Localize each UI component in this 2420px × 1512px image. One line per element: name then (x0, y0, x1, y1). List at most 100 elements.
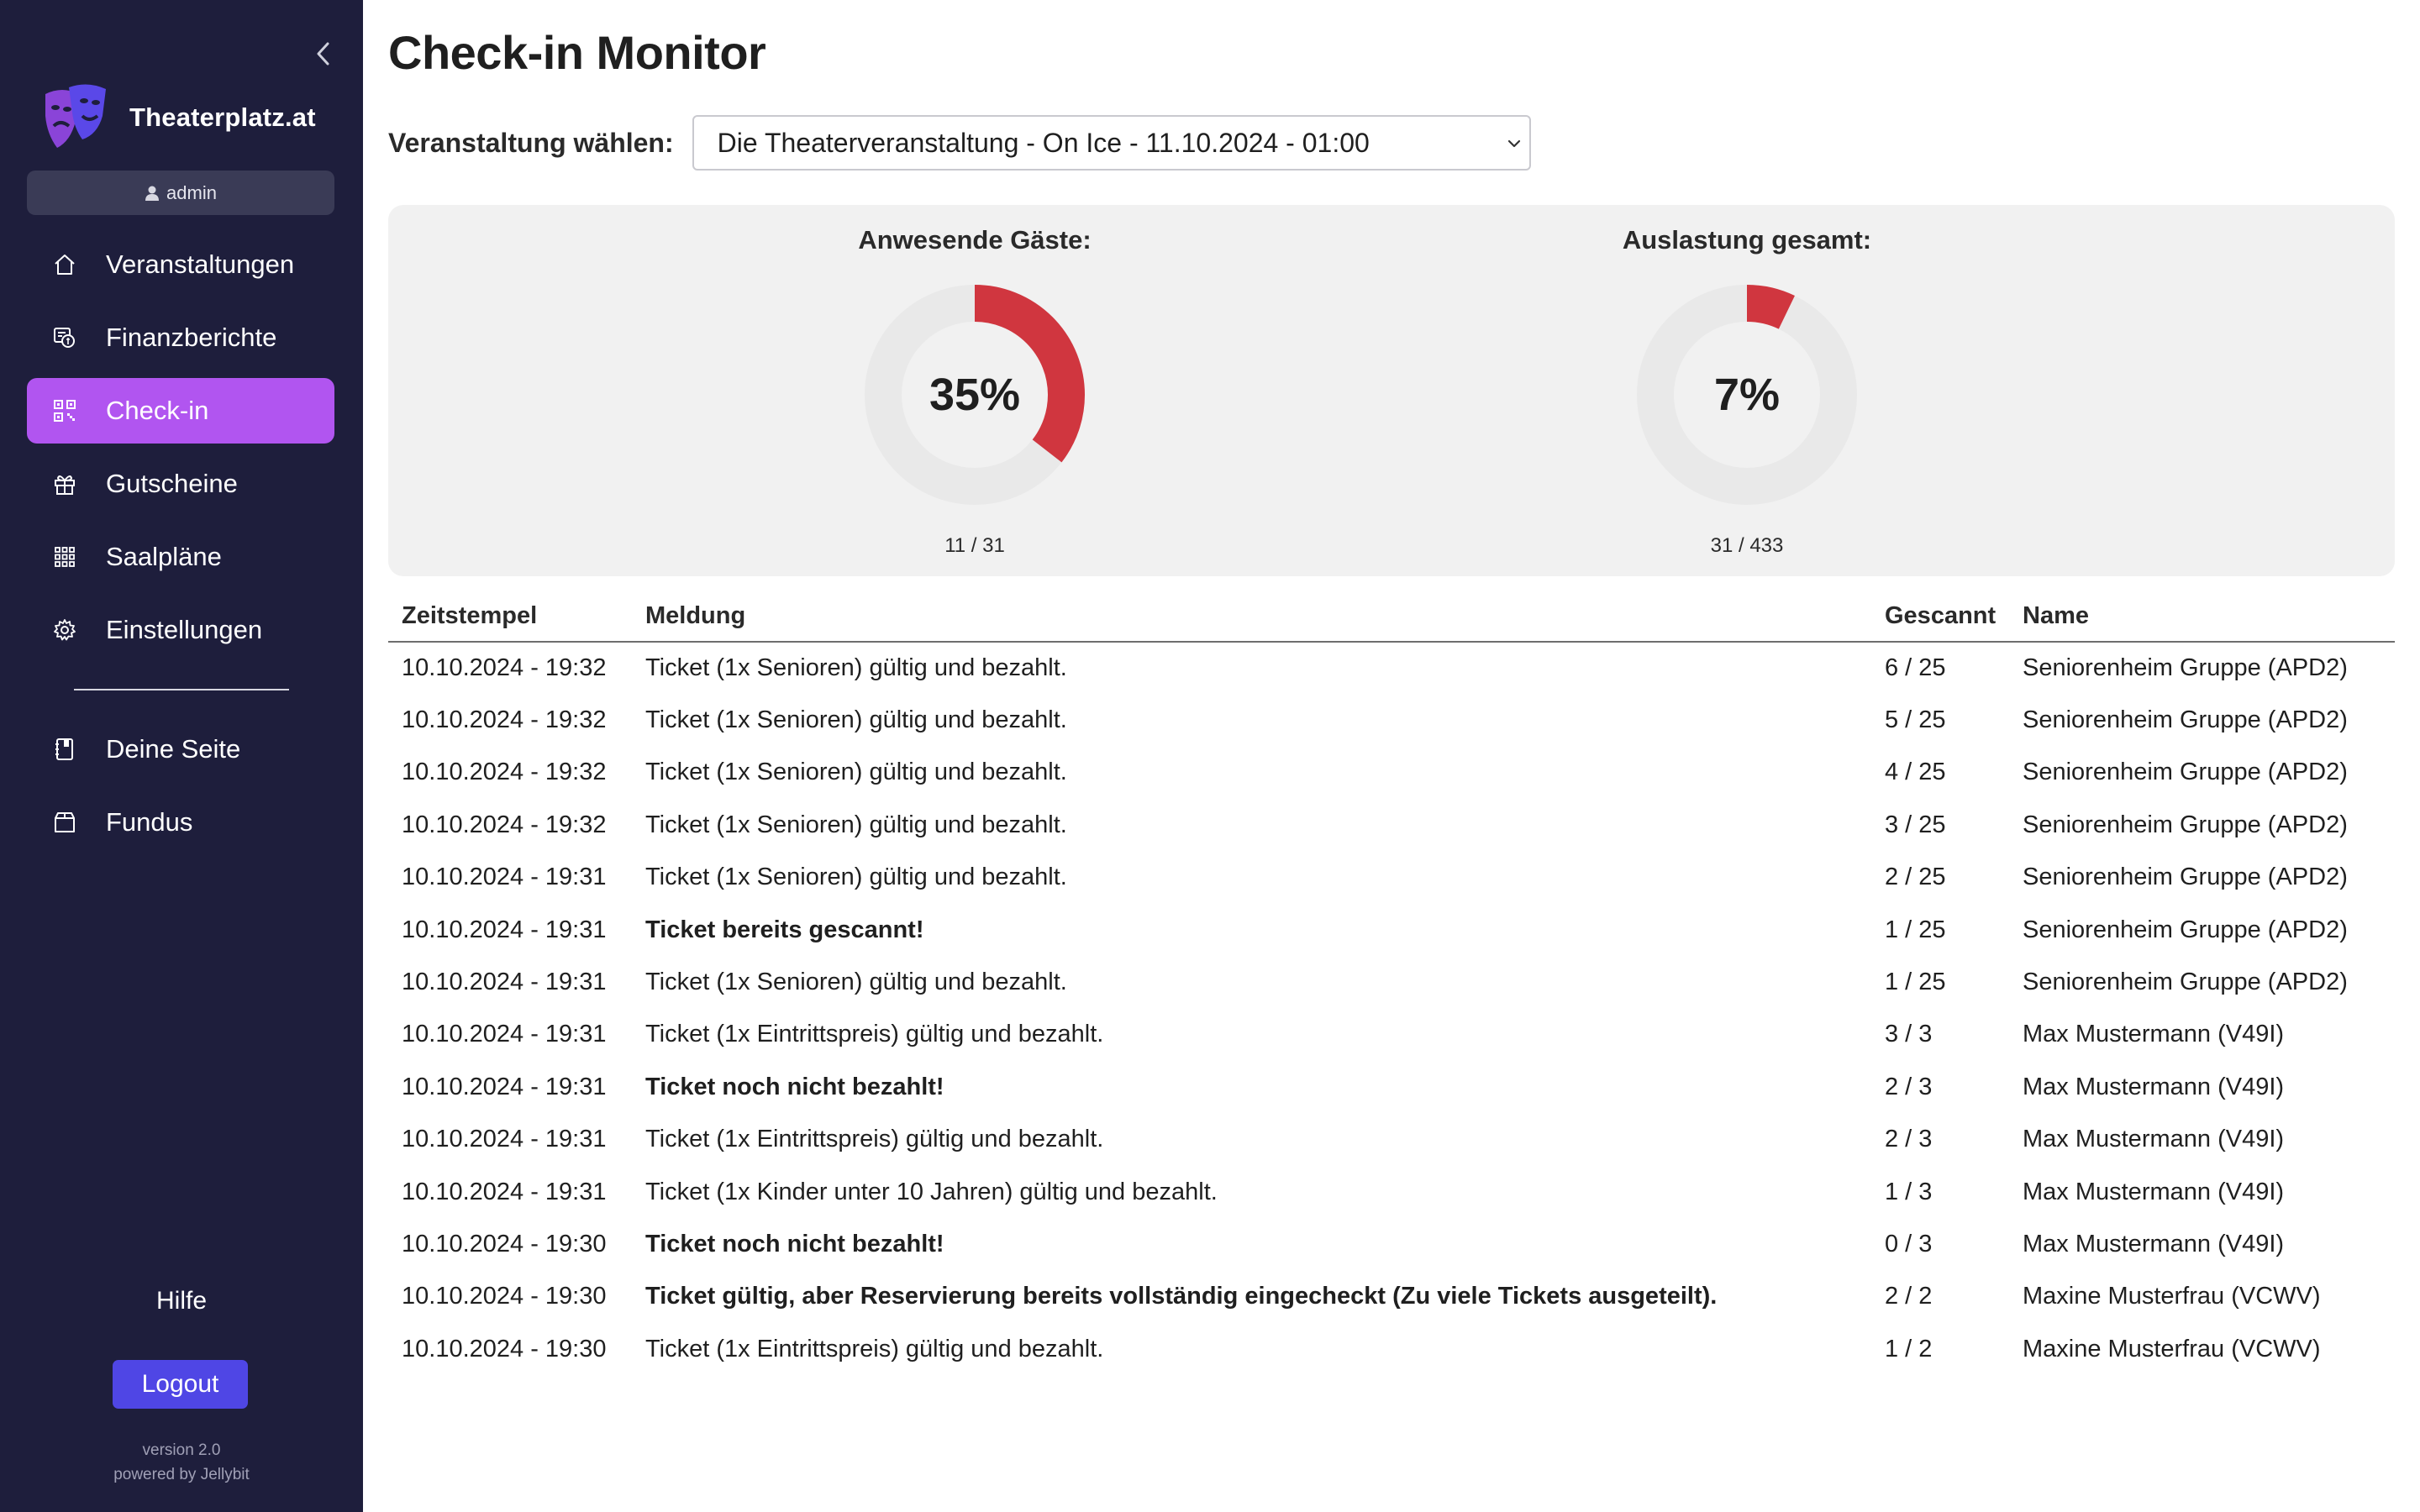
sidebar-item-fundus[interactable]: Fundus (27, 790, 334, 855)
name-cell: Seniorenheim Gruppe (APD2) (2023, 706, 2348, 734)
message-cell: Ticket noch nicht bezahlt! (645, 1230, 944, 1257)
time-cell: 10.10.2024 - 19:31 (402, 1126, 607, 1153)
time-cell: 10.10.2024 - 19:32 (402, 759, 607, 786)
sidebar-item-veranstaltungen[interactable]: Veranstaltungen (27, 232, 334, 297)
table-row: 10.10.2024 - 19:32 Ticket (1x Senioren) g… (388, 642, 2395, 694)
time-cell: 10.10.2024 - 19:30 (402, 1283, 607, 1310)
table-row: 10.10.2024 - 19:32 Ticket (1x Senioren) g… (388, 747, 2395, 799)
stat-title: Auslastung gesamt: (1622, 225, 1872, 255)
table-row: 10.10.2024 - 19:32 Ticket (1x Senioren) g… (388, 694, 2395, 746)
time-cell: 10.10.2024 - 19:31 (402, 1073, 607, 1100)
time-cell: 10.10.2024 - 19:31 (402, 1178, 607, 1205)
finance-report-icon (50, 323, 79, 352)
name-cell: Max Mustermann (V49I) (2023, 1230, 2285, 1257)
stat-title: Anwesende Gäste: (858, 225, 1092, 255)
scanned-cell: 5 / 25 (1885, 706, 1946, 734)
name-cell: Seniorenheim Gruppe (APD2) (2023, 759, 2348, 786)
scanned-cell: 1 / 3 (1885, 1178, 1933, 1205)
message-cell: Ticket (1x Senioren) gültig und bezahlt. (645, 811, 1067, 838)
main-content: Check-in Monitor Veranstaltung wählen: D… (363, 0, 2420, 1512)
event-select[interactable]: Die Theaterveranstaltung - On Ice - 11.1… (692, 115, 1531, 171)
sidebar-item-gutscheine[interactable]: Gutscheine (27, 451, 334, 517)
sidebar-item-saalplaene[interactable]: Saalpläne (27, 524, 334, 590)
sidebar-item-label: Veranstaltungen (106, 249, 295, 279)
name-cell: Seniorenheim Gruppe (APD2) (2023, 916, 2348, 943)
scanned-cell: 1 / 2 (1885, 1335, 1933, 1362)
page-title: Check-in Monitor (388, 26, 766, 79)
name-cell: Seniorenheim Gruppe (APD2) (2023, 654, 2348, 682)
version-label: version 2.0 (142, 1441, 221, 1459)
brand[interactable]: Theaterplatz.at (44, 81, 316, 155)
event-select-label: Veranstaltung wählen: (388, 127, 674, 158)
sidebar-item-label: Deine Seite (106, 734, 241, 764)
gift-icon (50, 470, 79, 498)
user-badge[interactable]: admin (27, 171, 334, 215)
sidebar-item-check-in[interactable]: Check-in (27, 378, 334, 444)
table-row: 10.10.2024 - 19:31 Ticket (1x Senioren) g… (388, 852, 2395, 904)
help-link[interactable]: Hilfe (155, 1287, 207, 1315)
name-cell: Seniorenheim Gruppe (APD2) (2023, 969, 2348, 996)
scanned-cell: 6 / 25 (1885, 654, 1946, 682)
sidebar: Theaterplatz.at admin Veranstaltungen Fi… (0, 0, 363, 1512)
table-row: 10.10.2024 - 19:30 Ticket gültig, aber Re… (388, 1271, 2395, 1323)
scanned-cell: 3 / 25 (1885, 811, 1946, 838)
time-cell: 10.10.2024 - 19:30 (402, 1335, 607, 1362)
nav-divider (74, 689, 289, 690)
home-icon (50, 250, 79, 279)
table-row: 10.10.2024 - 19:31 Ticket (1x Kinder unte… (388, 1166, 2395, 1218)
event-select-value: Die Theaterveranstaltung - On Ice - 11.1… (717, 127, 1370, 158)
name-cell: Max Mustermann (V49I) (2023, 1178, 2285, 1205)
stats-panel: Anwesende Gäste: 35% 11 / 31 Auslastung … (388, 205, 2395, 576)
message-cell: Ticket (1x Eintrittspreis) gültig und be… (645, 1335, 1104, 1362)
time-cell: 10.10.2024 - 19:31 (402, 916, 607, 943)
username: admin (166, 181, 217, 203)
logout-button[interactable]: Logout (113, 1360, 248, 1409)
table-body: 10.10.2024 - 19:32 Ticket (1x Senioren) g… (388, 642, 2395, 1375)
donut-fill (1637, 285, 1857, 505)
powered-by-label: powered by Jellybit (113, 1466, 250, 1483)
archive-box-icon (50, 808, 79, 837)
collapse-sidebar-button[interactable] (308, 37, 338, 71)
present-guests-stat: Anwesende Gäste: 35% 11 / 31 (723, 205, 1227, 558)
utilization-donut: 7% (1636, 284, 1858, 506)
column-header-scanned: Gescannt (1871, 591, 2009, 643)
message-cell: Ticket (1x Senioren) gültig und bezahlt. (645, 759, 1067, 786)
scanned-cell: 2 / 2 (1885, 1283, 1933, 1310)
name-cell: Seniorenheim Gruppe (APD2) (2023, 811, 2348, 838)
table-header-row: Zeitstempel Meldung Gescannt Name (388, 591, 2395, 643)
column-header-message: Meldung (632, 591, 1871, 643)
brand-name: Theaterplatz.at (129, 102, 316, 132)
column-header-name: Name (2009, 591, 2395, 643)
sidebar-item-finanzberichte[interactable]: Finanzberichte (27, 305, 334, 370)
seat-grid-icon (50, 543, 79, 571)
donut-chart (1637, 285, 1857, 505)
time-cell: 10.10.2024 - 19:31 (402, 969, 607, 996)
time-cell: 10.10.2024 - 19:31 (402, 1021, 607, 1048)
scanned-cell: 1 / 25 (1885, 916, 1946, 943)
gear-icon (50, 616, 79, 644)
sidebar-item-einstellungen[interactable]: Einstellungen (27, 597, 334, 663)
sidebar-item-label: Gutscheine (106, 469, 238, 498)
message-cell: Ticket (1x Eintrittspreis) gültig und be… (645, 1021, 1104, 1048)
scanned-cell: 2 / 25 (1885, 864, 1946, 891)
present-guests-percent: 35% (929, 370, 1021, 420)
user-icon (145, 186, 160, 201)
message-cell: Ticket bereits gescannt! (645, 916, 924, 943)
message-cell: Ticket (1x Senioren) gültig und bezahlt. (645, 706, 1067, 734)
message-cell: Ticket (1x Senioren) gültig und bezahlt. (645, 654, 1067, 682)
event-selector-row: Veranstaltung wählen: Die Theaterveranst… (388, 115, 1531, 171)
table-row: 10.10.2024 - 19:30 Ticket (1x Eintrittspr… (388, 1323, 2395, 1375)
qr-code-icon (50, 396, 79, 425)
present-guests-donut: 35% (864, 284, 1086, 506)
name-cell: Max Mustermann (V49I) (2023, 1126, 2285, 1153)
table-row: 10.10.2024 - 19:32 Ticket (1x Senioren) g… (388, 799, 2395, 851)
donut-fill (865, 285, 1085, 505)
scanned-cell: 0 / 3 (1885, 1230, 1933, 1257)
message-cell: Ticket (1x Senioren) gültig und bezahlt. (645, 864, 1067, 891)
sidebar-item-deine-seite[interactable]: Deine Seite (27, 717, 334, 782)
message-cell: Ticket (1x Kinder unter 10 Jahren) gülti… (645, 1178, 1218, 1205)
scanned-cell: 2 / 3 (1885, 1073, 1933, 1100)
present-guests-count: 11 / 31 (944, 534, 1005, 557)
chevron-down-icon (1507, 139, 1520, 148)
table-row: 10.10.2024 - 19:31 Ticket (1x Eintrittspr… (388, 1114, 2395, 1166)
